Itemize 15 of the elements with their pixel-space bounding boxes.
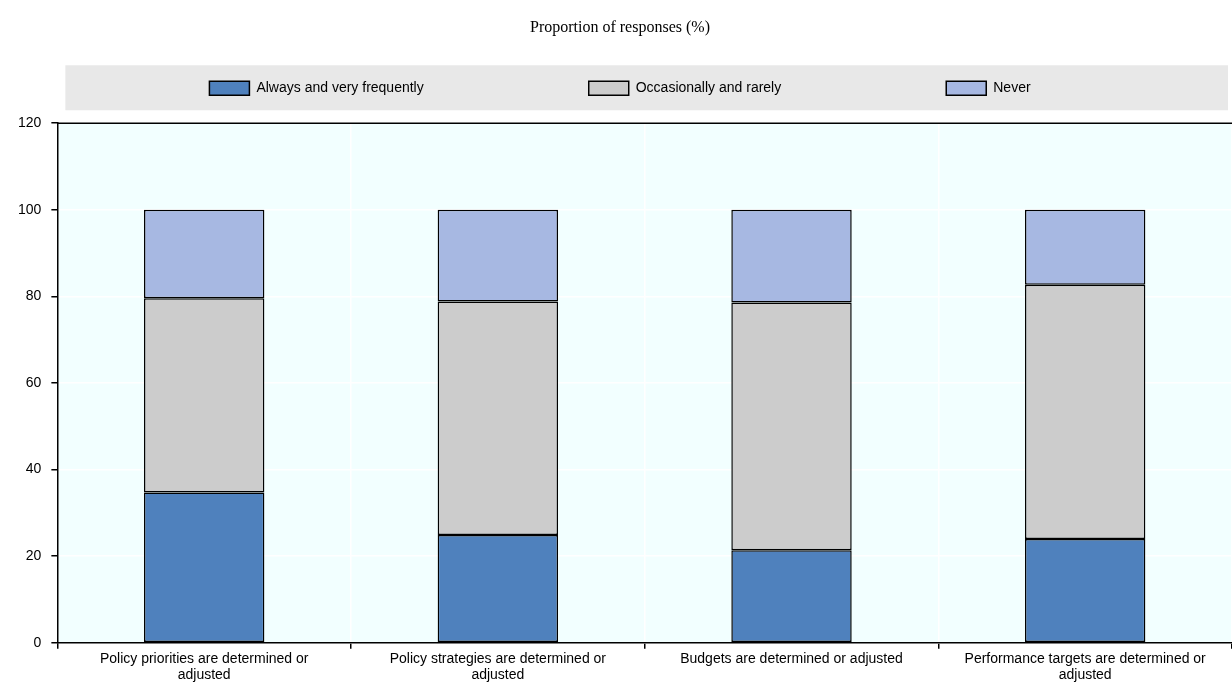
y-tick-label: 100 — [18, 200, 42, 217]
legend-label: Never — [993, 79, 1031, 96]
y-tick-label: 0 — [33, 633, 42, 650]
legend-label: Occasionally and rarely — [635, 79, 782, 96]
y-tick-label: 60 — [25, 373, 42, 390]
y-tick-label: 20 — [25, 547, 42, 564]
y-tick-label: 40 — [25, 460, 42, 477]
chart-title: Proportion of responses (%) — [530, 17, 710, 36]
x-tick-label: Policy strategies are determined or adjusted — [389, 649, 607, 682]
y-tick-label: 120 — [18, 114, 42, 131]
y-tick-label: 80 — [25, 287, 42, 304]
x-tick-label: Performance targets are determined or adjusted — [964, 649, 1207, 682]
x-tick-label: Policy priorities are determined or adjusted — [99, 649, 309, 682]
legend-label: Always and very frequently — [256, 79, 424, 96]
x-tick-label: Budgets are determined or adjusted — [680, 649, 903, 666]
